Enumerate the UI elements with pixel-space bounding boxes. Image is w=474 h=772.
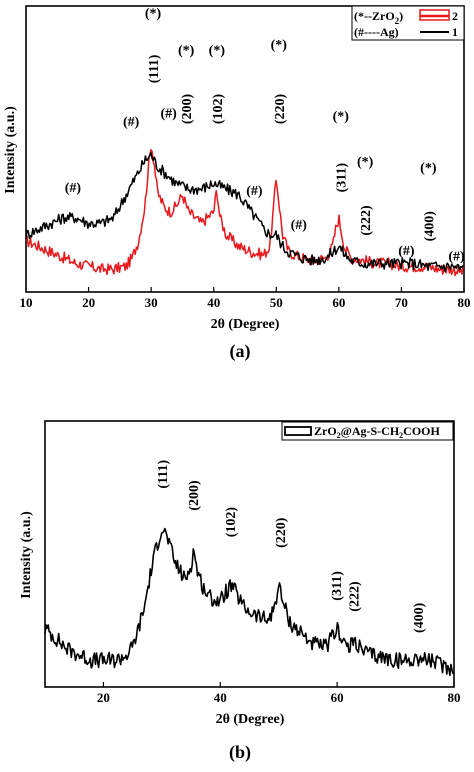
peak-annotation: (220) <box>274 517 289 548</box>
peak-annotation: (#) <box>246 184 263 199</box>
x-ticks-b: 20 40 60 80 <box>97 682 461 705</box>
series-group-b <box>44 527 454 677</box>
x-axis-label-a: 2θ (Degree) <box>211 317 280 332</box>
peak-annotation: (*) <box>357 155 374 170</box>
y-axis-label-b: Intensity (a.u.) <box>19 511 34 599</box>
peak-annotation: (#) <box>398 244 415 259</box>
peak-annotation: (311) <box>335 162 350 192</box>
peak-annotation: (400) <box>422 211 437 242</box>
x-ticks-a: 10 20 30 40 50 60 70 80 <box>20 287 471 310</box>
x-tick-label: 40 <box>207 295 220 310</box>
peak-annotation: (102) <box>224 507 239 538</box>
x-tick-label: 20 <box>82 295 95 310</box>
peak-annotation: (220) <box>273 93 288 124</box>
legend-box-a <box>351 5 465 41</box>
peak-annotation: (200) <box>187 480 202 511</box>
peak-annotation: (*) <box>420 161 437 176</box>
series-group-a <box>25 148 464 277</box>
legend-label-zro2: (*--ZrO2) <box>354 9 403 26</box>
peak-annotations-b: (111) (200) (102) (220) (311) (222) (400) <box>156 459 427 633</box>
x-tick-label: 60 <box>331 690 344 705</box>
y-axis-label-a: Intensity (a.u.) <box>3 106 18 194</box>
chart-b: 20 40 60 80 (111)(200)(102) (220)(311) (222)(… <box>19 420 461 763</box>
peak-annotation: (*) <box>271 38 288 53</box>
legend-label-b: ZrO2@Ag-S-CH2COOH <box>314 424 441 440</box>
legend-label-ag: (#----Ag) <box>354 25 399 39</box>
peak-annotation: (#) <box>291 218 308 233</box>
plot-frame-b <box>44 420 455 688</box>
panel-label-a: (a) <box>230 341 251 362</box>
x-tick-label: 50 <box>270 295 283 310</box>
peak-annotations-a: (#) (#) (*) (111) (#) (*) (200) (*) (102) (#) (*) (… <box>65 6 465 264</box>
peak-annotation: (200) <box>180 93 195 124</box>
peak-annotation: (222) <box>348 581 363 612</box>
peak-annotation: (222) <box>359 205 374 236</box>
peak-annotation: (#) <box>123 115 140 130</box>
legend-b: ZrO2@Ag-S-CH2COOH <box>281 421 454 441</box>
legend-number-1: 1 <box>452 25 458 39</box>
peak-annotation: (111) <box>156 459 171 488</box>
legend-box-b <box>281 421 454 441</box>
legend-number-2: 2 <box>452 9 458 23</box>
legend-swatch-box-zro2 <box>419 9 450 21</box>
chart-a: 10 20 30 40 50 60 70 80 (#) (#) (*) (111) (#) (*) (20… <box>3 5 471 362</box>
peak-annotation: (*) <box>178 44 195 59</box>
peak-annotation: (400) <box>412 602 427 633</box>
x-tick-label: 40 <box>214 690 227 705</box>
x-tick-label: 80 <box>458 295 471 310</box>
series-line-ZrO2@Ag-S-CH2COOH <box>44 527 454 677</box>
peak-annotation: (#) <box>65 181 82 196</box>
legend-a: (*--ZrO2) 2 (#----Ag) 1 <box>351 5 465 41</box>
x-axis-label-b: 2θ (Degree) <box>216 712 285 727</box>
x-tick-label: 80 <box>448 690 461 705</box>
x-tick-label: 60 <box>332 295 345 310</box>
peak-annotation: (102) <box>211 93 226 124</box>
peak-annotation: (111) <box>147 54 162 83</box>
x-tick-label: 70 <box>395 295 408 310</box>
series-line-1 <box>25 152 464 272</box>
x-tick-label: 30 <box>145 295 158 310</box>
peak-annotation: (#) <box>448 250 465 265</box>
x-tick-label: 20 <box>97 690 110 705</box>
x-tick-label: 10 <box>20 295 33 310</box>
plot-frame-a <box>25 5 465 293</box>
peak-annotation: (311) <box>330 571 345 601</box>
peak-annotation: (#) <box>160 107 177 122</box>
peak-annotation: (*) <box>209 44 226 59</box>
legend-swatch-b <box>284 426 312 436</box>
peak-annotation: (*) <box>333 109 350 124</box>
peak-annotation: (*) <box>145 6 162 21</box>
panel-label-b: (b) <box>229 742 251 763</box>
